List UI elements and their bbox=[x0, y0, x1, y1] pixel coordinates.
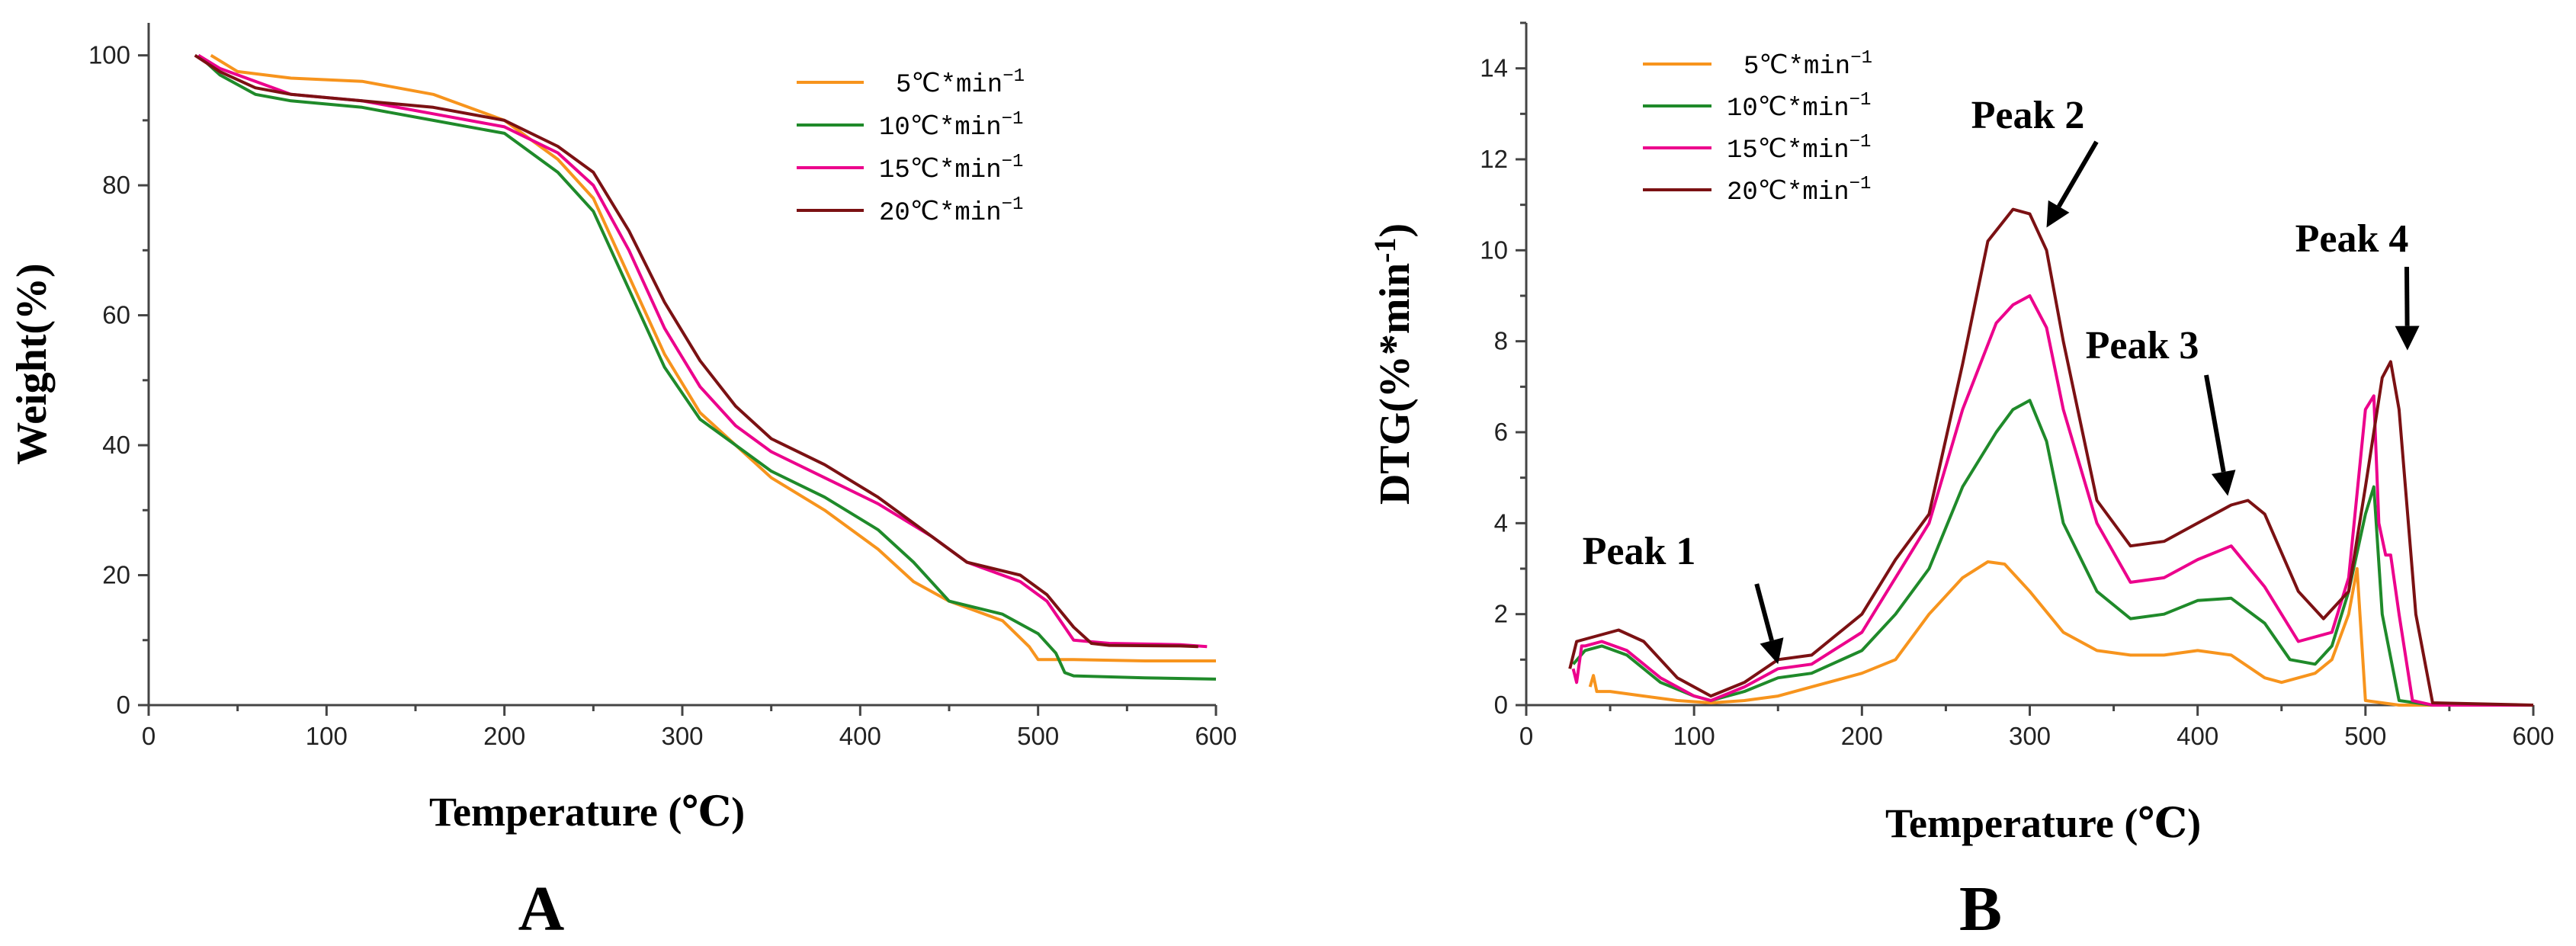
panel-label: A bbox=[518, 874, 565, 944]
x-tick-label: 200 bbox=[1841, 722, 1883, 750]
legend-label-exp: −1 bbox=[1850, 48, 1872, 69]
x-tick-label: 100 bbox=[306, 722, 348, 750]
x-tick-label: 400 bbox=[2177, 722, 2218, 750]
y-tick-label: 0 bbox=[1494, 691, 1508, 719]
peak-label-1: Peak 1 bbox=[1583, 530, 1696, 573]
y-axis-title: DTG(%*min-1) bbox=[1368, 223, 1419, 505]
series-line-4 bbox=[1568, 207, 2534, 707]
legend-label-1: 5℃*min−1 bbox=[1744, 48, 1872, 82]
peak-arrow-shaft-2 bbox=[2057, 140, 2099, 208]
legend-label-base: 5℃*min bbox=[896, 71, 1002, 100]
x-tick-label: 0 bbox=[142, 722, 156, 750]
peak-arrow-shaft-1 bbox=[1754, 583, 1774, 642]
peak-arrow-shaft-3 bbox=[2204, 374, 2226, 473]
legend-label-1: 5℃*min−1 bbox=[896, 66, 1025, 100]
peak-annotations: Peak 1 Peak 2 Peak 3 Peak 4 bbox=[1583, 94, 2420, 665]
legend-label-base: 5℃*min bbox=[1744, 53, 1850, 82]
y-tick-label: 40 bbox=[102, 431, 130, 459]
y-axis-title-base: Weight(%) bbox=[8, 263, 56, 464]
series-line-4 bbox=[194, 53, 1198, 649]
legend-label-base: 15℃*min bbox=[1727, 136, 1849, 165]
y-tick-label: 20 bbox=[102, 561, 130, 589]
series-line-3 bbox=[1571, 294, 2533, 707]
y-tick-label: 80 bbox=[102, 171, 130, 199]
legend-label-exp: −1 bbox=[1002, 109, 1024, 130]
series-line-1 bbox=[210, 53, 1216, 662]
legend-label-base: 10℃*min bbox=[879, 114, 1002, 143]
y-tick-label: 14 bbox=[1480, 54, 1508, 82]
x-tick-label: 200 bbox=[483, 722, 525, 750]
legend-label-base: 20℃*min bbox=[879, 199, 1002, 228]
x-tick-label: 300 bbox=[661, 722, 703, 750]
series-line-2 bbox=[1572, 399, 2533, 707]
legend-label-3: 15℃*min−1 bbox=[879, 152, 1023, 185]
y-tick-label: 2 bbox=[1494, 600, 1508, 628]
legend-label-2: 10℃*min−1 bbox=[1727, 90, 1871, 123]
y-tick-label: 100 bbox=[88, 41, 130, 69]
y-tick-label: 10 bbox=[1480, 236, 1508, 264]
peak-arrow-head-1 bbox=[1760, 637, 1784, 665]
y-axis-title-close: ) bbox=[1371, 223, 1419, 238]
x-tick-label: 500 bbox=[1017, 722, 1059, 750]
y-tick-label: 60 bbox=[102, 301, 130, 329]
peak-label-3: Peak 3 bbox=[2086, 324, 2199, 367]
y-axis-title-base: DTG(%*min bbox=[1371, 263, 1419, 505]
peak-arrow-head-2 bbox=[2046, 200, 2070, 228]
series-line-1 bbox=[1588, 560, 2533, 707]
legend-label-base: 15℃*min bbox=[879, 156, 1002, 185]
x-tick-label: 0 bbox=[1519, 722, 1533, 750]
legend-label-exp: −1 bbox=[1849, 174, 1872, 194]
legend-label-exp: −1 bbox=[1002, 194, 1024, 215]
y-tick-label: 0 bbox=[117, 691, 130, 719]
legend: 5℃*min−110℃*min−115℃*min−120℃*min−1 bbox=[1643, 48, 1872, 207]
panel-a: 0 100 200 300 400 500 6000204060801005℃*min−11… bbox=[8, 23, 1237, 944]
peak-arrow-shaft-4 bbox=[2404, 266, 2410, 326]
legend-label-3: 15℃*min−1 bbox=[1727, 132, 1871, 165]
y-tick-label: 8 bbox=[1494, 327, 1508, 355]
legend-label-base: 20℃*min bbox=[1727, 178, 1849, 207]
x-tick-label: 500 bbox=[2344, 722, 2386, 750]
peak-label-4: Peak 4 bbox=[2295, 217, 2409, 261]
series-line-3 bbox=[197, 53, 1208, 649]
peak-label-2: Peak 2 bbox=[1971, 94, 2085, 137]
x-axis-title: Temperature (℃) bbox=[1885, 800, 2201, 846]
series-line-2 bbox=[197, 54, 1217, 681]
peak-arrow-head-4 bbox=[2395, 325, 2420, 351]
legend-label-exp: −1 bbox=[1002, 152, 1024, 172]
legend-label-exp: −1 bbox=[1002, 66, 1025, 87]
x-tick-label: 300 bbox=[2009, 722, 2051, 750]
legend: 5℃*min−110℃*min−115℃*min−120℃*min−1 bbox=[797, 66, 1025, 228]
y-tick-label: 12 bbox=[1480, 145, 1508, 173]
x-tick-label: 600 bbox=[2512, 722, 2554, 750]
legend-label-exp: −1 bbox=[1849, 132, 1872, 152]
x-tick-label: 100 bbox=[1673, 722, 1715, 750]
legend-label-2: 10℃*min−1 bbox=[879, 109, 1023, 143]
legend-label-4: 20℃*min−1 bbox=[879, 194, 1023, 228]
peak-arrow-head-3 bbox=[2211, 470, 2236, 496]
legend-label-exp: −1 bbox=[1849, 90, 1872, 111]
x-tick-label: 600 bbox=[1195, 722, 1237, 750]
legend-label-base: 10℃*min bbox=[1727, 95, 1849, 123]
legend-label-4: 20℃*min−1 bbox=[1727, 174, 1871, 207]
y-tick-label: 6 bbox=[1494, 418, 1508, 446]
y-tick-label: 4 bbox=[1494, 508, 1508, 537]
x-tick-label: 400 bbox=[839, 722, 881, 750]
panel-label: B bbox=[1959, 874, 2002, 944]
y-axis-title-exp: -1 bbox=[1368, 237, 1402, 262]
x-axis-title: Temperature (℃) bbox=[429, 789, 745, 835]
y-axis-title: Weight(%) bbox=[8, 263, 56, 464]
